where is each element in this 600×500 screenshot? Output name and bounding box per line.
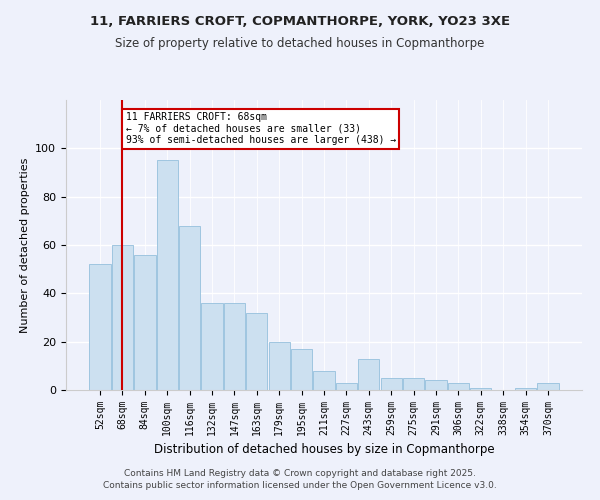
Bar — [269, 342, 290, 390]
Bar — [313, 370, 335, 390]
Y-axis label: Number of detached properties: Number of detached properties — [20, 158, 30, 332]
Bar — [336, 383, 357, 390]
Bar — [425, 380, 446, 390]
Bar — [179, 226, 200, 390]
Bar — [448, 383, 469, 390]
Bar — [112, 245, 133, 390]
Bar — [537, 383, 559, 390]
Bar — [157, 160, 178, 390]
Text: 11 FARRIERS CROFT: 68sqm
← 7% of detached houses are smaller (33)
93% of semi-de: 11 FARRIERS CROFT: 68sqm ← 7% of detache… — [126, 112, 396, 146]
Bar — [224, 303, 245, 390]
Text: Contains HM Land Registry data © Crown copyright and database right 2025.: Contains HM Land Registry data © Crown c… — [124, 468, 476, 477]
Text: Size of property relative to detached houses in Copmanthorpe: Size of property relative to detached ho… — [115, 38, 485, 51]
Bar — [403, 378, 424, 390]
X-axis label: Distribution of detached houses by size in Copmanthorpe: Distribution of detached houses by size … — [154, 444, 494, 456]
Bar — [291, 349, 312, 390]
Bar — [202, 303, 223, 390]
Bar — [380, 378, 402, 390]
Text: 11, FARRIERS CROFT, COPMANTHORPE, YORK, YO23 3XE: 11, FARRIERS CROFT, COPMANTHORPE, YORK, … — [90, 15, 510, 28]
Bar — [89, 264, 111, 390]
Bar — [358, 358, 379, 390]
Bar — [134, 254, 155, 390]
Bar — [515, 388, 536, 390]
Text: Contains public sector information licensed under the Open Government Licence v3: Contains public sector information licen… — [103, 481, 497, 490]
Bar — [470, 388, 491, 390]
Bar — [246, 312, 268, 390]
